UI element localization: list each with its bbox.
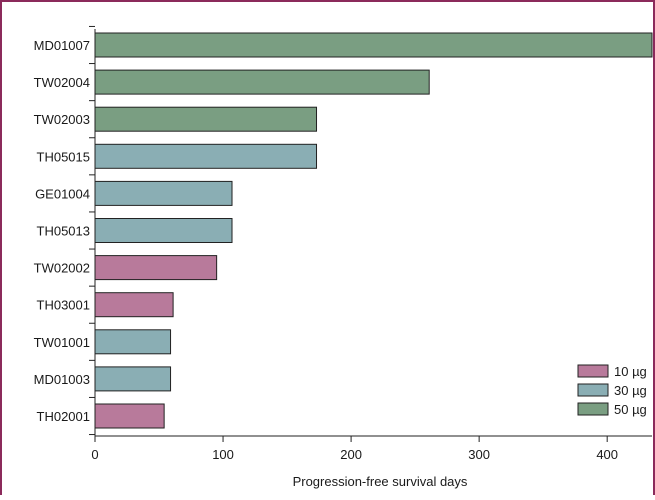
bar [94,218,233,243]
legend-label: 10 µg [614,364,647,379]
bar [94,32,653,58]
legend: 10 µg 30 µg 50 µg [577,364,647,417]
bar [94,255,218,281]
bar [94,403,165,429]
x-tick-label: 200 [340,447,362,462]
y-tick-label: TW02003 [34,112,90,127]
legend-swatch [577,402,609,416]
y-tick-label: TH05015 [37,149,90,164]
x-tick-label: 300 [468,447,490,462]
y-tick-label: TH03001 [37,298,90,313]
x-axis: 0 100 200 300 400 [91,435,652,462]
y-tick-label: TW02004 [34,75,90,90]
bar [94,69,430,95]
bar [94,106,318,132]
y-tick-label: MD01007 [34,38,90,53]
bar [94,292,174,318]
y-axis: MD01007 TW02004 TW02003 TH05015 GE01004 TH050… [34,25,96,436]
y-tick-label: TW01001 [34,335,90,350]
x-tick-label: 400 [596,447,618,462]
bar-chart: MD01007 TW02004 TW02003 TH05015 GE01004 TH050… [34,25,653,489]
y-tick-label: GE01004 [35,186,90,201]
y-tick-label: TH02001 [37,409,90,424]
legend-swatch [577,383,609,397]
bar [94,180,233,206]
legend-swatch [577,364,609,378]
bar [94,366,172,392]
y-tick-label: TW02002 [34,261,90,276]
bar [94,143,318,169]
y-tick-label: MD01003 [34,372,90,387]
legend-label: 50 µg [614,402,647,417]
x-tick-label: 0 [91,447,98,462]
x-axis-label: Progression-free survival days [293,474,468,489]
legend-label: 30 µg [614,383,647,398]
bars [94,32,653,429]
y-tick-label: TH05013 [37,224,90,239]
x-tick-label: 100 [212,447,234,462]
bar [94,329,172,355]
